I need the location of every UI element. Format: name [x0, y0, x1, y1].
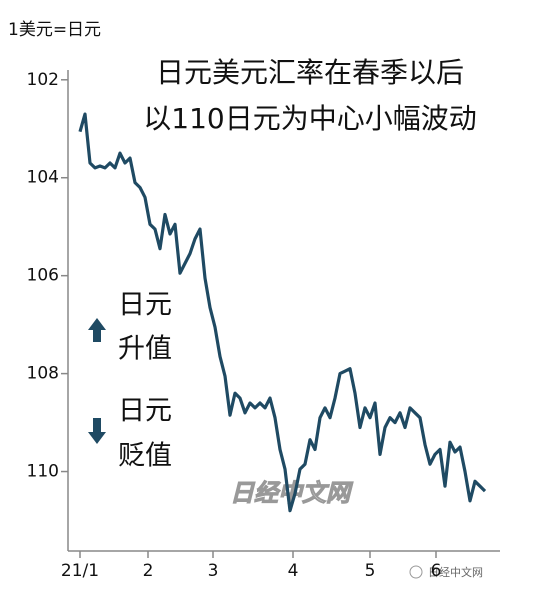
x-tick-label: 2: [143, 561, 154, 581]
annotation: 升值: [118, 334, 172, 365]
annotation: 日元: [118, 396, 172, 427]
line-series: [78, 112, 487, 513]
chart-title: 日元美元汇率在春季以后: [156, 56, 464, 89]
x-tick-label: 5: [365, 561, 376, 581]
unit-label: 1美元=日元: [8, 20, 101, 40]
source-mark: 日经中文网: [428, 565, 483, 579]
annotation: 日元: [118, 290, 172, 321]
down-arrow: [88, 418, 106, 444]
up-arrow: [88, 318, 106, 342]
chart-title: 以110日元为中心小幅波动: [143, 102, 476, 135]
y-tick-label: 110: [27, 462, 59, 482]
y-tick-label: 102: [27, 70, 59, 90]
x-tick-label: 21/1: [61, 561, 99, 581]
annotation: 贬值: [118, 441, 172, 472]
y-tick-label: 106: [27, 266, 59, 286]
x-tick-label: 3: [208, 561, 219, 581]
wechat-icon: [409, 565, 423, 579]
x-tick-label: 6: [431, 561, 442, 581]
y-tick-label: 104: [27, 168, 59, 188]
watermark: 日经中文网: [230, 479, 354, 507]
y-tick-label: 108: [27, 364, 59, 384]
x-tick-label: 4: [288, 561, 299, 581]
